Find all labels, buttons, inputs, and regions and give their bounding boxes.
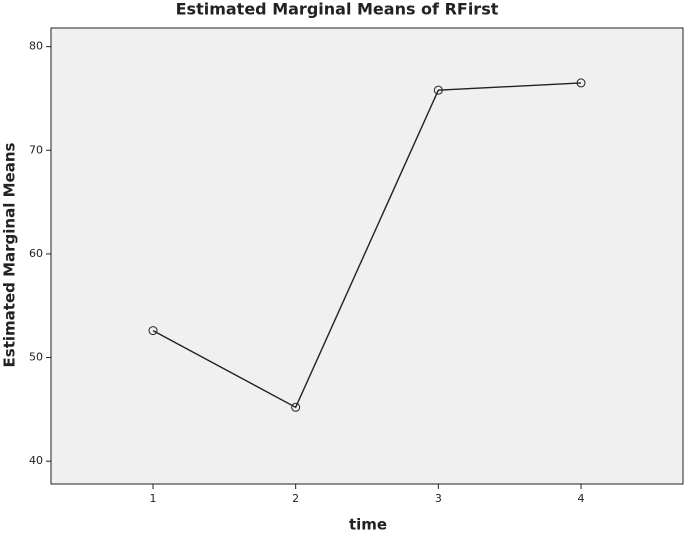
x-axis-title: time (349, 516, 387, 534)
plot-area (50, 27, 684, 485)
y-tick-label: 50 (29, 351, 43, 364)
x-tick-label: 3 (435, 492, 442, 505)
y-tick-label: 70 (29, 143, 43, 156)
y-axis-title: Estimated Marginal Means (1, 143, 19, 368)
y-tick-label: 80 (29, 40, 43, 53)
chart-title: Estimated Marginal Means of RFirst (176, 0, 499, 19)
marker (291, 402, 301, 412)
marker (576, 78, 586, 88)
marker (148, 326, 158, 336)
x-tick-label: 4 (578, 492, 585, 505)
line (152, 82, 582, 409)
marker (433, 85, 443, 95)
y-tick-label: 60 (29, 247, 43, 260)
x-tick-label: 2 (292, 492, 299, 505)
y-tick-label: 40 (29, 454, 43, 467)
x-tick-label: 1 (150, 492, 157, 505)
